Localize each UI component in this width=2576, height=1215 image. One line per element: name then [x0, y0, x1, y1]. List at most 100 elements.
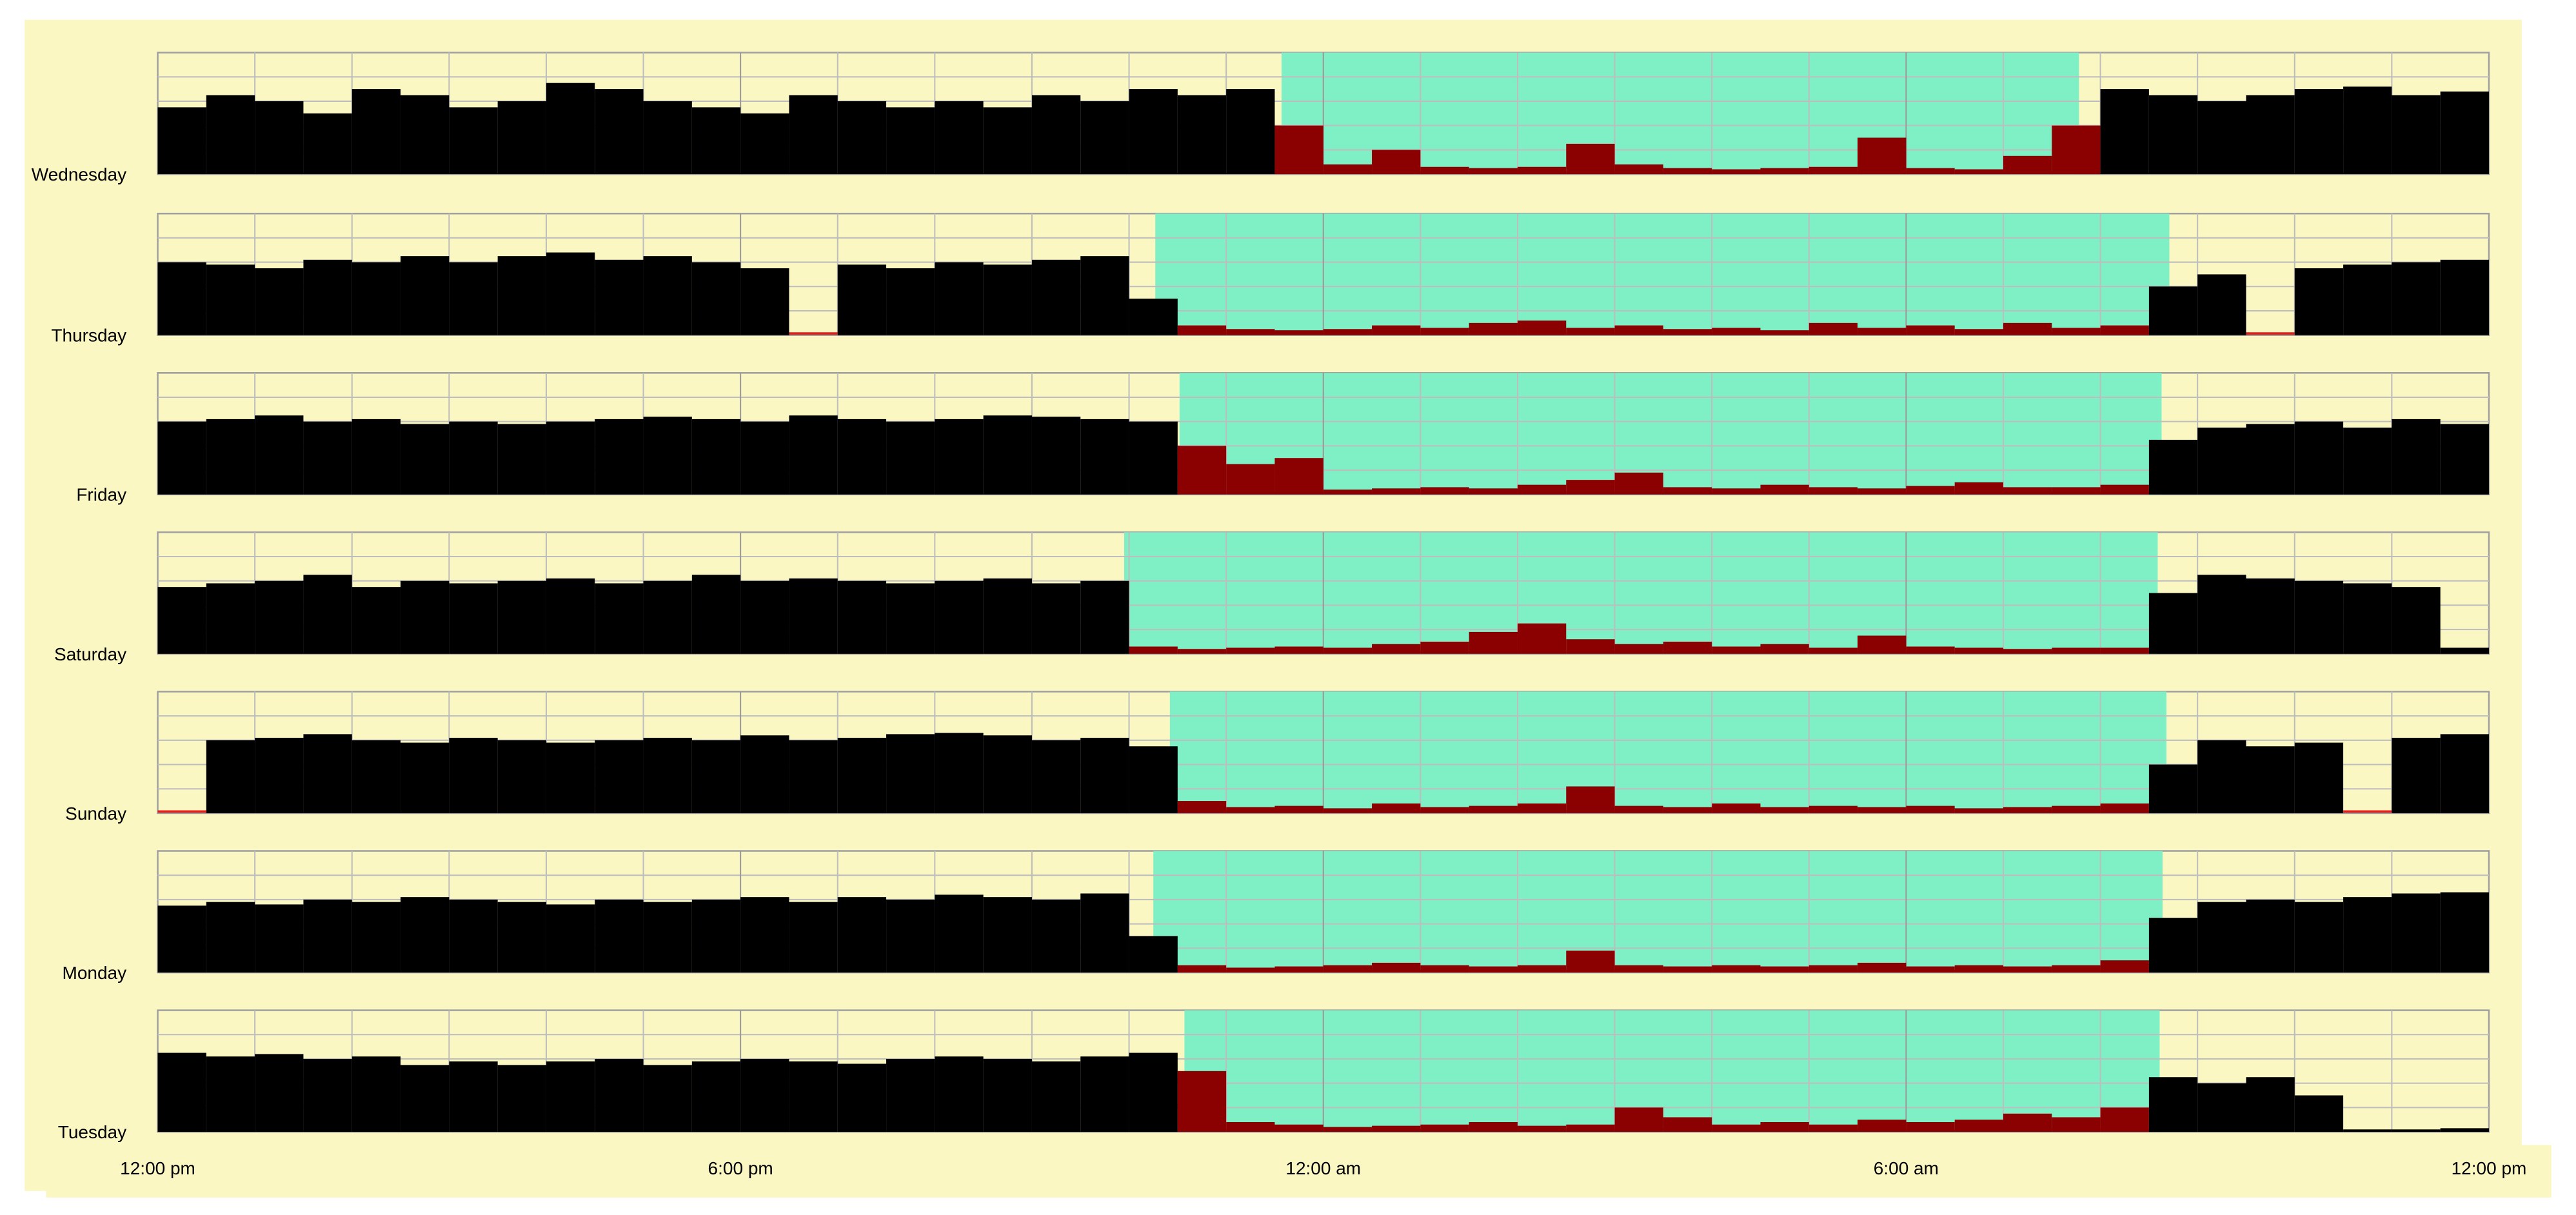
bar	[1858, 488, 1907, 495]
bar	[1031, 259, 1081, 335]
bar	[497, 424, 546, 495]
bar	[2100, 647, 2149, 654]
bar	[691, 419, 741, 495]
bar	[255, 580, 304, 654]
bar	[1566, 328, 1615, 335]
bar	[1420, 328, 1469, 335]
bar	[497, 256, 546, 335]
bar	[1663, 641, 1712, 654]
day-label: Monday	[63, 963, 127, 983]
bar	[2440, 734, 2489, 813]
bar	[1372, 488, 1421, 495]
bar	[789, 578, 838, 654]
bar	[595, 740, 644, 813]
bar	[1420, 965, 1469, 973]
bar	[1906, 1121, 1955, 1132]
bar	[1226, 464, 1275, 495]
bar	[1760, 807, 1809, 813]
bar	[1517, 166, 1567, 175]
bar	[2148, 439, 2198, 495]
bar	[2440, 647, 2489, 654]
bar	[740, 113, 789, 175]
bar	[1129, 299, 1178, 335]
day-label: Tuesday	[58, 1122, 126, 1142]
bar	[1663, 168, 1712, 175]
bar	[789, 1061, 838, 1132]
bar	[157, 1052, 206, 1132]
bar	[1177, 649, 1227, 654]
bar	[837, 897, 887, 973]
bar	[740, 897, 789, 973]
bar	[1712, 646, 1761, 654]
bar	[1080, 580, 1129, 654]
bar	[1858, 137, 1907, 175]
bar	[1420, 487, 1469, 495]
bar	[643, 101, 692, 175]
bar	[1129, 646, 1178, 654]
bar	[1906, 646, 1955, 654]
bar	[546, 1061, 595, 1132]
bar	[1226, 807, 1275, 813]
bar	[2197, 740, 2246, 813]
bar	[1274, 805, 1323, 813]
shaded-region	[1155, 213, 2170, 335]
bar	[2100, 803, 2149, 813]
bar	[2100, 1107, 2149, 1132]
bar	[1808, 1124, 1858, 1132]
bar	[1808, 965, 1858, 973]
bar	[1566, 951, 1615, 973]
bar	[837, 101, 887, 175]
bar	[206, 95, 255, 175]
bar	[789, 95, 838, 175]
bar	[643, 417, 692, 495]
day-panel	[157, 531, 2490, 655]
bar	[1760, 484, 1809, 495]
bar	[1954, 482, 2003, 495]
x-tick-label: 6:00 pm	[708, 1158, 773, 1178]
bar	[2246, 424, 2295, 495]
bar	[255, 415, 304, 495]
bar	[1469, 966, 1518, 973]
bar	[1323, 965, 1372, 973]
bar	[2148, 764, 2198, 813]
bar	[1517, 623, 1567, 654]
bar	[1129, 89, 1178, 175]
bar	[740, 1058, 789, 1132]
bar	[643, 738, 692, 813]
bar	[1808, 166, 1858, 175]
bar	[1031, 1061, 1081, 1132]
bar	[2246, 746, 2295, 813]
bar	[401, 897, 450, 973]
day-label: Sunday	[65, 804, 126, 824]
axis-band	[46, 1145, 2551, 1198]
bar	[2197, 101, 2246, 175]
bar	[1614, 472, 1663, 495]
bar	[2052, 125, 2101, 175]
bar	[691, 899, 741, 973]
bar	[2003, 966, 2052, 973]
bar	[401, 256, 450, 335]
bar	[837, 264, 887, 335]
bar	[1031, 417, 1081, 495]
bar	[157, 107, 206, 175]
bar	[595, 259, 644, 335]
x-tick-label: 12:00 pm	[2452, 1158, 2527, 1178]
bar	[2052, 487, 2101, 495]
bar	[1177, 95, 1227, 175]
bar	[1858, 962, 1907, 973]
bar	[2246, 578, 2295, 654]
day-panel	[157, 52, 2490, 175]
bar	[886, 899, 935, 973]
shaded-region	[1169, 691, 2166, 813]
bar	[983, 897, 1032, 973]
bar	[206, 264, 255, 335]
bar	[595, 583, 644, 654]
shaded-region	[1184, 1010, 2160, 1132]
bar	[1954, 329, 2003, 335]
bar	[1712, 328, 1761, 335]
bar	[303, 734, 352, 813]
bar	[886, 734, 935, 813]
bar	[1858, 328, 1907, 335]
bar	[401, 742, 450, 813]
